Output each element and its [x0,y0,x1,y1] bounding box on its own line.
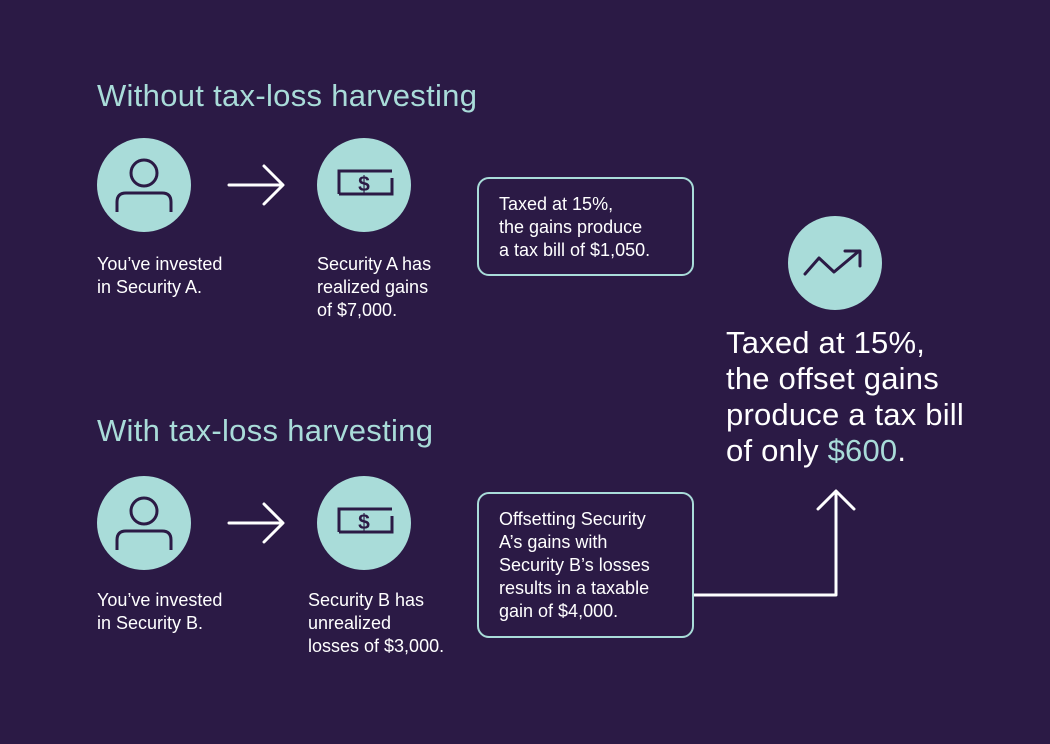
outcome-amount: $600 [827,433,898,468]
outcome-text: Taxed at 15%, the offset gains produce a… [726,325,964,468]
arrow-right-icon [227,502,285,544]
trend-up-icon [803,249,862,276]
outcome-circle [788,216,882,310]
investor-circle-b [97,476,191,570]
svg-text:$: $ [358,511,370,534]
security-circle-b: $ [317,476,411,570]
result-box-without: Taxed at 15%, the gains produce a tax bi… [477,177,694,276]
elbow-arrow-up-icon [692,489,856,597]
svg-text:$: $ [358,173,370,196]
investor-label-a: You’ve invested in Security A. [97,254,223,297]
dollar-bill-icon: $ [337,169,394,196]
security-label-b: Security B has unrealized losses of $3,0… [308,590,445,656]
security-label-a: Security A has realized gains of $7,000. [317,254,432,320]
result-box-with: Offsetting Security A’s gains with Secur… [477,492,694,638]
security-circle-a: $ [317,138,411,232]
arrow-right-icon [227,164,285,206]
dollar-bill-icon: $ [337,507,394,534]
heading-with: With tax-loss harvesting [97,413,434,448]
investor-label-b: You’ve invested in Security B. [97,590,223,633]
person-icon [115,158,173,212]
investor-circle-a [97,138,191,232]
heading-without: Without tax-loss harvesting [97,78,478,113]
person-icon [115,496,173,550]
